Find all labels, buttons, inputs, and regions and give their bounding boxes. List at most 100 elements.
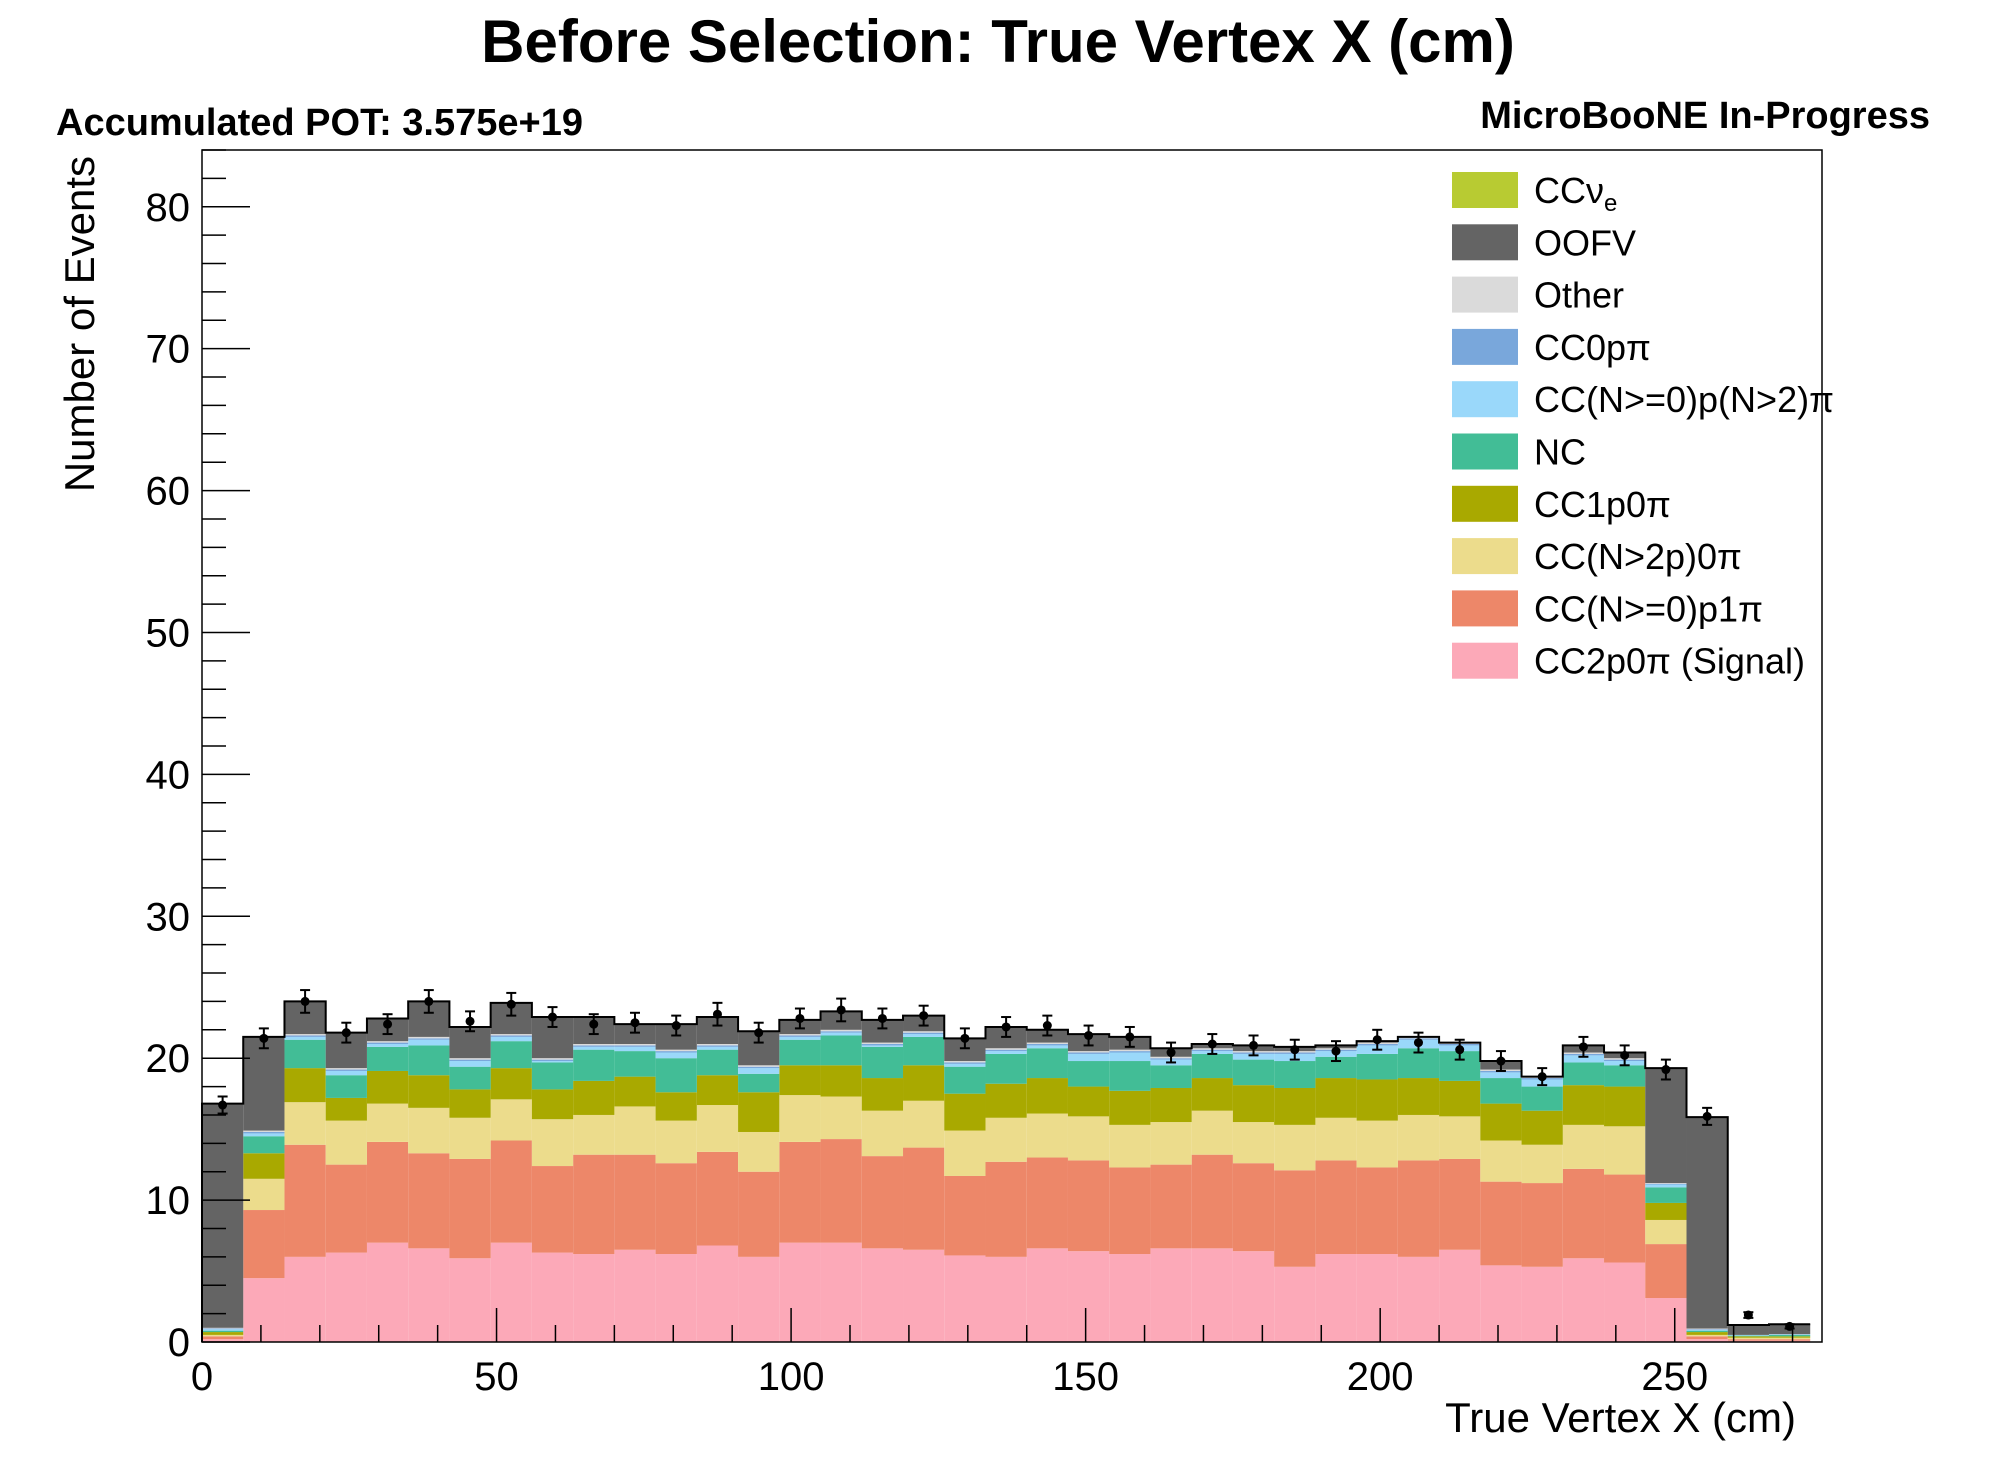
stacked-bars: [201, 1000, 1811, 1342]
data-point: [589, 1019, 599, 1029]
bar-segment: [985, 1049, 1027, 1052]
data-point: [1496, 1056, 1506, 1066]
bar-segment: [408, 1038, 450, 1040]
bar-segment: [861, 1046, 904, 1079]
bar-segment: [325, 1120, 367, 1165]
bar-segment: [1521, 1266, 1563, 1342]
bar-segment: [903, 1032, 945, 1035]
bar-segment: [861, 1156, 904, 1249]
bar-segment: [1232, 1059, 1275, 1086]
data-point: [259, 1033, 269, 1043]
bar-segment: [944, 1063, 986, 1067]
legend-swatch: [1452, 328, 1518, 365]
bar-segment: [1686, 1117, 1728, 1329]
bar-segment: [1521, 1144, 1563, 1184]
bar-segment: [1026, 1042, 1068, 1044]
bar-segment: [1562, 1168, 1605, 1259]
bar-segment: [243, 1210, 285, 1279]
bar-segment: [985, 1256, 1027, 1342]
bar-segment: [1645, 1244, 1687, 1299]
bar-segment: [614, 1046, 656, 1052]
bar-segment: [1315, 1056, 1357, 1079]
bar-segment: [614, 1024, 656, 1044]
bar-segment: [1109, 1052, 1151, 1062]
bar-segment: [861, 1042, 904, 1044]
bar-segment: [1727, 1337, 1769, 1340]
bar-segment: [1109, 1049, 1151, 1052]
bar-segment: [861, 1248, 904, 1342]
data-point: [1372, 1035, 1382, 1045]
data-point: [1290, 1045, 1300, 1055]
data-point: [1207, 1039, 1217, 1049]
bar-segment: [573, 1049, 615, 1081]
bar-segment: [1356, 1254, 1398, 1342]
legend-swatch: [1452, 642, 1518, 679]
bar-segment: [366, 1042, 409, 1044]
bar-segment: [1645, 1187, 1687, 1203]
bar-segment: [325, 1164, 367, 1253]
bar-segment: [408, 1107, 450, 1154]
data-point: [548, 1012, 558, 1022]
bar-segment: [573, 1046, 615, 1050]
x-tick-label: 250: [1641, 1355, 1708, 1399]
bar-segment: [284, 1039, 326, 1069]
bar-segment: [284, 1144, 326, 1257]
x-tick-label: 200: [1347, 1355, 1414, 1399]
bar-segment: [1356, 1053, 1398, 1080]
y-tick-label: 30: [146, 895, 191, 939]
bar-segment: [1232, 1053, 1275, 1060]
bar-segment: [861, 1110, 904, 1157]
legend-swatch: [1452, 538, 1518, 575]
bar-segment: [1315, 1160, 1357, 1255]
bar-segment: [202, 1327, 244, 1329]
bar-segment: [696, 1075, 739, 1106]
bar-segment: [243, 1133, 285, 1137]
bar-segment: [284, 1102, 326, 1145]
bar-segment: [655, 1092, 697, 1121]
legend-label: Other: [1534, 275, 1624, 316]
bar-segment: [1150, 1164, 1192, 1249]
axes: 0 10 20 30 40 50 60 70 80 0 50 100 150 200 250: [146, 149, 1823, 1399]
bar-segment: [944, 1066, 986, 1094]
bar-segment: [202, 1334, 244, 1337]
bar-segment: [903, 1065, 945, 1101]
bar-segment: [490, 1034, 532, 1036]
bar-segment: [738, 1256, 780, 1342]
bar-segment: [1562, 1062, 1605, 1086]
bar-segment: [1727, 1339, 1769, 1341]
bar-segment: [779, 1034, 821, 1036]
bar-segment: [408, 1248, 450, 1342]
bar-segment: [820, 1065, 862, 1097]
bar-segment: [1026, 1078, 1068, 1114]
data-point: [1125, 1032, 1135, 1042]
stack-outline: [201, 1000, 1811, 1342]
bar-segment: [1067, 1086, 1110, 1117]
bar-segment: [1397, 1078, 1440, 1115]
bar-segment: [1727, 1334, 1769, 1336]
data-point: [877, 1013, 887, 1023]
legend-label: NC: [1534, 432, 1586, 473]
x-tick-label: 0: [191, 1355, 213, 1399]
bar-segment: [490, 1041, 532, 1069]
bar-segment: [1686, 1330, 1728, 1333]
bar-segment: [1604, 1086, 1646, 1127]
bar-segment: [1067, 1116, 1110, 1161]
bar-segment: [202, 1329, 244, 1331]
bar-segment: [1768, 1339, 1811, 1341]
bar-segment: [779, 1036, 821, 1040]
bar-segment: [614, 1045, 656, 1047]
bar-segment: [490, 1068, 532, 1100]
bar-segment: [1439, 1158, 1481, 1250]
bar-segment: [284, 1068, 326, 1103]
bar-segment: [202, 1339, 244, 1342]
legend-swatch: [1452, 381, 1518, 418]
data-point: [1166, 1048, 1176, 1058]
bar-segment: [531, 1059, 574, 1062]
bar-segment: [1686, 1329, 1728, 1330]
bar-segment: [985, 1083, 1027, 1118]
bar-segment: [944, 1062, 986, 1064]
bar-segment: [903, 1100, 945, 1148]
bar-segment: [738, 1171, 780, 1257]
data-point: [506, 999, 516, 1009]
bar-segment: [531, 1061, 574, 1063]
